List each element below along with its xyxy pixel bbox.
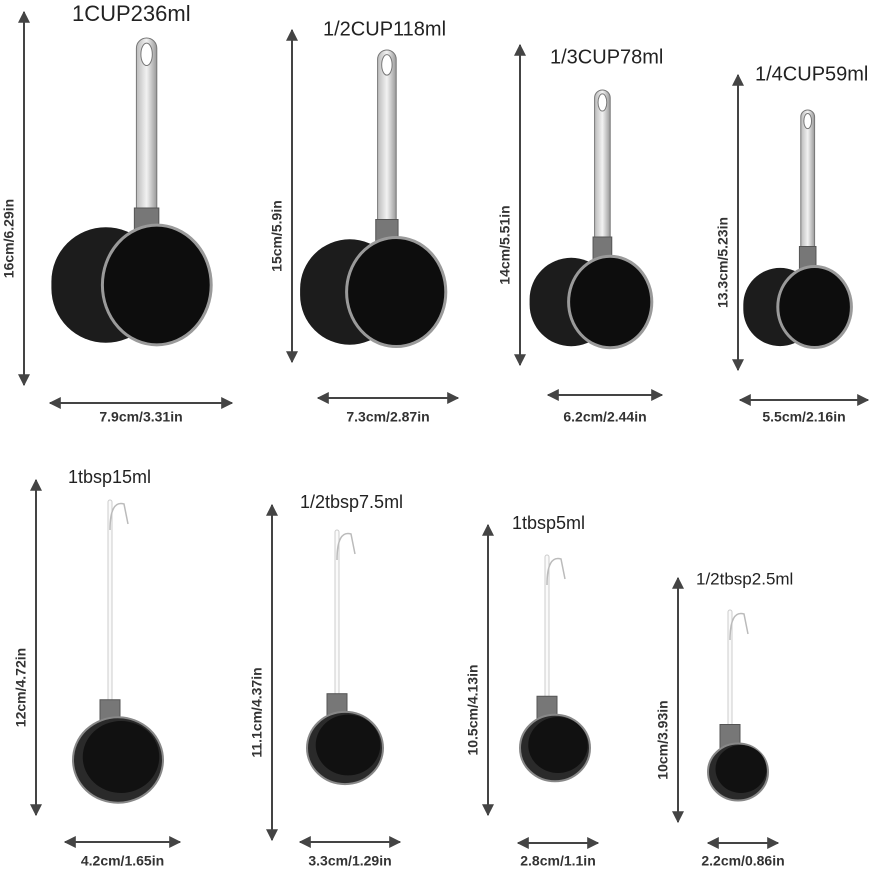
- cup-rim: [567, 254, 654, 350]
- cup-rim: [345, 235, 448, 349]
- width-label: 6.2cm/2.44in: [563, 409, 646, 425]
- cup-rim: [776, 265, 853, 349]
- cup-label: 1/2tbsp2.5ml: [696, 569, 793, 588]
- height-label: 13.3cm/5.23in: [715, 217, 731, 308]
- measuring-cup: [300, 49, 448, 349]
- handle: [135, 37, 158, 235]
- height-label: 12cm/4.72in: [13, 648, 29, 727]
- measuring-cup: [51, 37, 213, 347]
- hang-hole: [381, 54, 393, 76]
- cup-label: 1/4CUP59ml: [755, 63, 868, 85]
- hang-hole: [597, 93, 608, 112]
- spoon-inner: [315, 714, 381, 776]
- width-label: 2.8cm/1.1in: [520, 853, 596, 869]
- hang-hook: [336, 532, 356, 561]
- width-label: 3.3cm/1.29in: [308, 853, 391, 869]
- measuring-cup: [529, 89, 654, 350]
- measuring-cup: [707, 609, 769, 802]
- height-label: 10.5cm/4.13in: [465, 664, 481, 755]
- spoon-inner: [715, 745, 767, 793]
- measuring-cup: [306, 529, 384, 786]
- height-label: 16cm/6.29in: [1, 199, 17, 278]
- cup-label: 1/2tbsp7.5ml: [300, 492, 403, 512]
- height-label: 14cm/5.51in: [497, 205, 513, 284]
- hang-hook: [546, 557, 566, 586]
- width-label: 7.3cm/2.87in: [346, 409, 429, 425]
- height-label: 11.1cm/4.37in: [249, 667, 265, 757]
- cup-label: 1tbsp5ml: [512, 513, 585, 533]
- hang-hook: [729, 612, 749, 641]
- handle: [377, 49, 397, 246]
- hang-hook: [109, 502, 129, 531]
- cup-label: 1/2CUP118ml: [323, 18, 446, 40]
- hang-hole: [140, 42, 153, 67]
- height-label: 15cm/5.9in: [269, 200, 285, 272]
- spoon-inner: [528, 717, 588, 773]
- cup-label: 1tbsp15ml: [68, 467, 151, 487]
- width-label: 7.9cm/3.31in: [99, 409, 182, 425]
- hang-hole: [803, 112, 813, 130]
- height-label: 10cm/3.93in: [655, 700, 671, 779]
- width-label: 4.2cm/1.65in: [81, 853, 164, 869]
- cup-rim: [100, 223, 213, 347]
- spoon-inner: [82, 721, 160, 793]
- measuring-cup: [743, 109, 853, 349]
- width-label: 2.2cm/0.86in: [701, 853, 784, 869]
- handle: [107, 499, 113, 723]
- measuring-cup: [519, 554, 591, 783]
- cup-label: 1CUP236ml: [72, 1, 191, 26]
- measuring-cup: [72, 499, 164, 804]
- cup-label: 1/3CUP78ml: [550, 46, 663, 68]
- width-label: 5.5cm/2.16in: [762, 409, 845, 425]
